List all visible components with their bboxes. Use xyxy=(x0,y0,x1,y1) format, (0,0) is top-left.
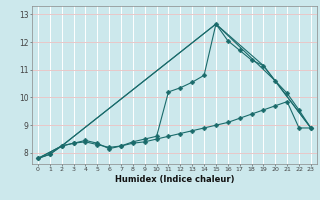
X-axis label: Humidex (Indice chaleur): Humidex (Indice chaleur) xyxy=(115,175,234,184)
